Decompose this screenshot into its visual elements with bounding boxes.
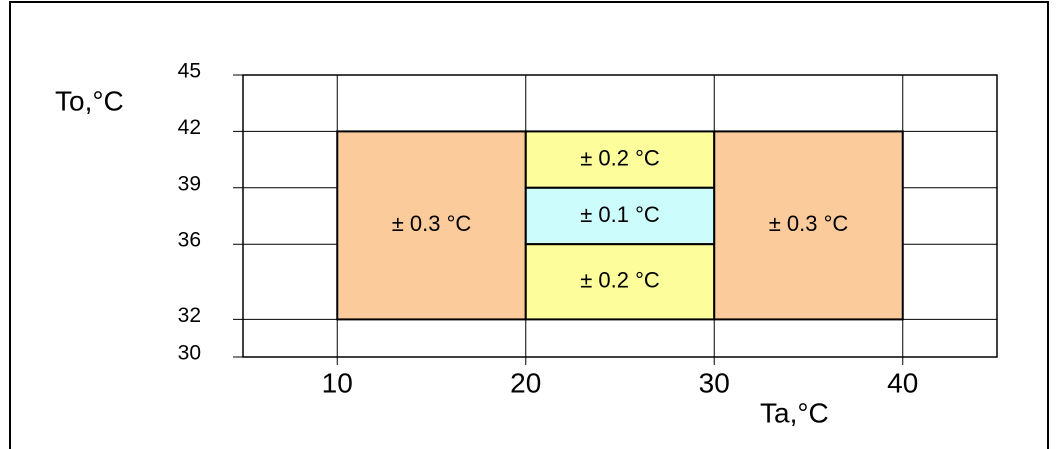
region: [336, 130, 527, 321]
region-label: ± 0.3 °C: [769, 211, 849, 236]
region: [713, 130, 904, 321]
y-tick-label: 30: [178, 342, 201, 365]
y-tick-label: 32: [178, 304, 201, 327]
region: [524, 243, 716, 321]
y-axis-label: To,°C: [55, 85, 124, 116]
region: [524, 186, 716, 246]
y-tick-label: 39: [178, 172, 201, 195]
y-tick-label: 36: [178, 229, 201, 252]
x-tick-label: 10: [322, 367, 353, 398]
region-label: ± 0.2 °C: [580, 145, 660, 170]
y-tick-label: 45: [178, 60, 201, 83]
x-tick-label: 40: [887, 367, 918, 398]
region-label: ± 0.2 °C: [580, 268, 660, 293]
x-tick-label: 30: [699, 367, 730, 398]
y-tick-label: 42: [178, 116, 201, 139]
x-tick-label: 20: [510, 367, 541, 398]
region-label: ± 0.3 °C: [392, 211, 472, 236]
region-label: ± 0.1 °C: [580, 202, 660, 227]
x-axis-label: Ta,°C: [760, 397, 829, 428]
frame: [9, 1, 1049, 449]
